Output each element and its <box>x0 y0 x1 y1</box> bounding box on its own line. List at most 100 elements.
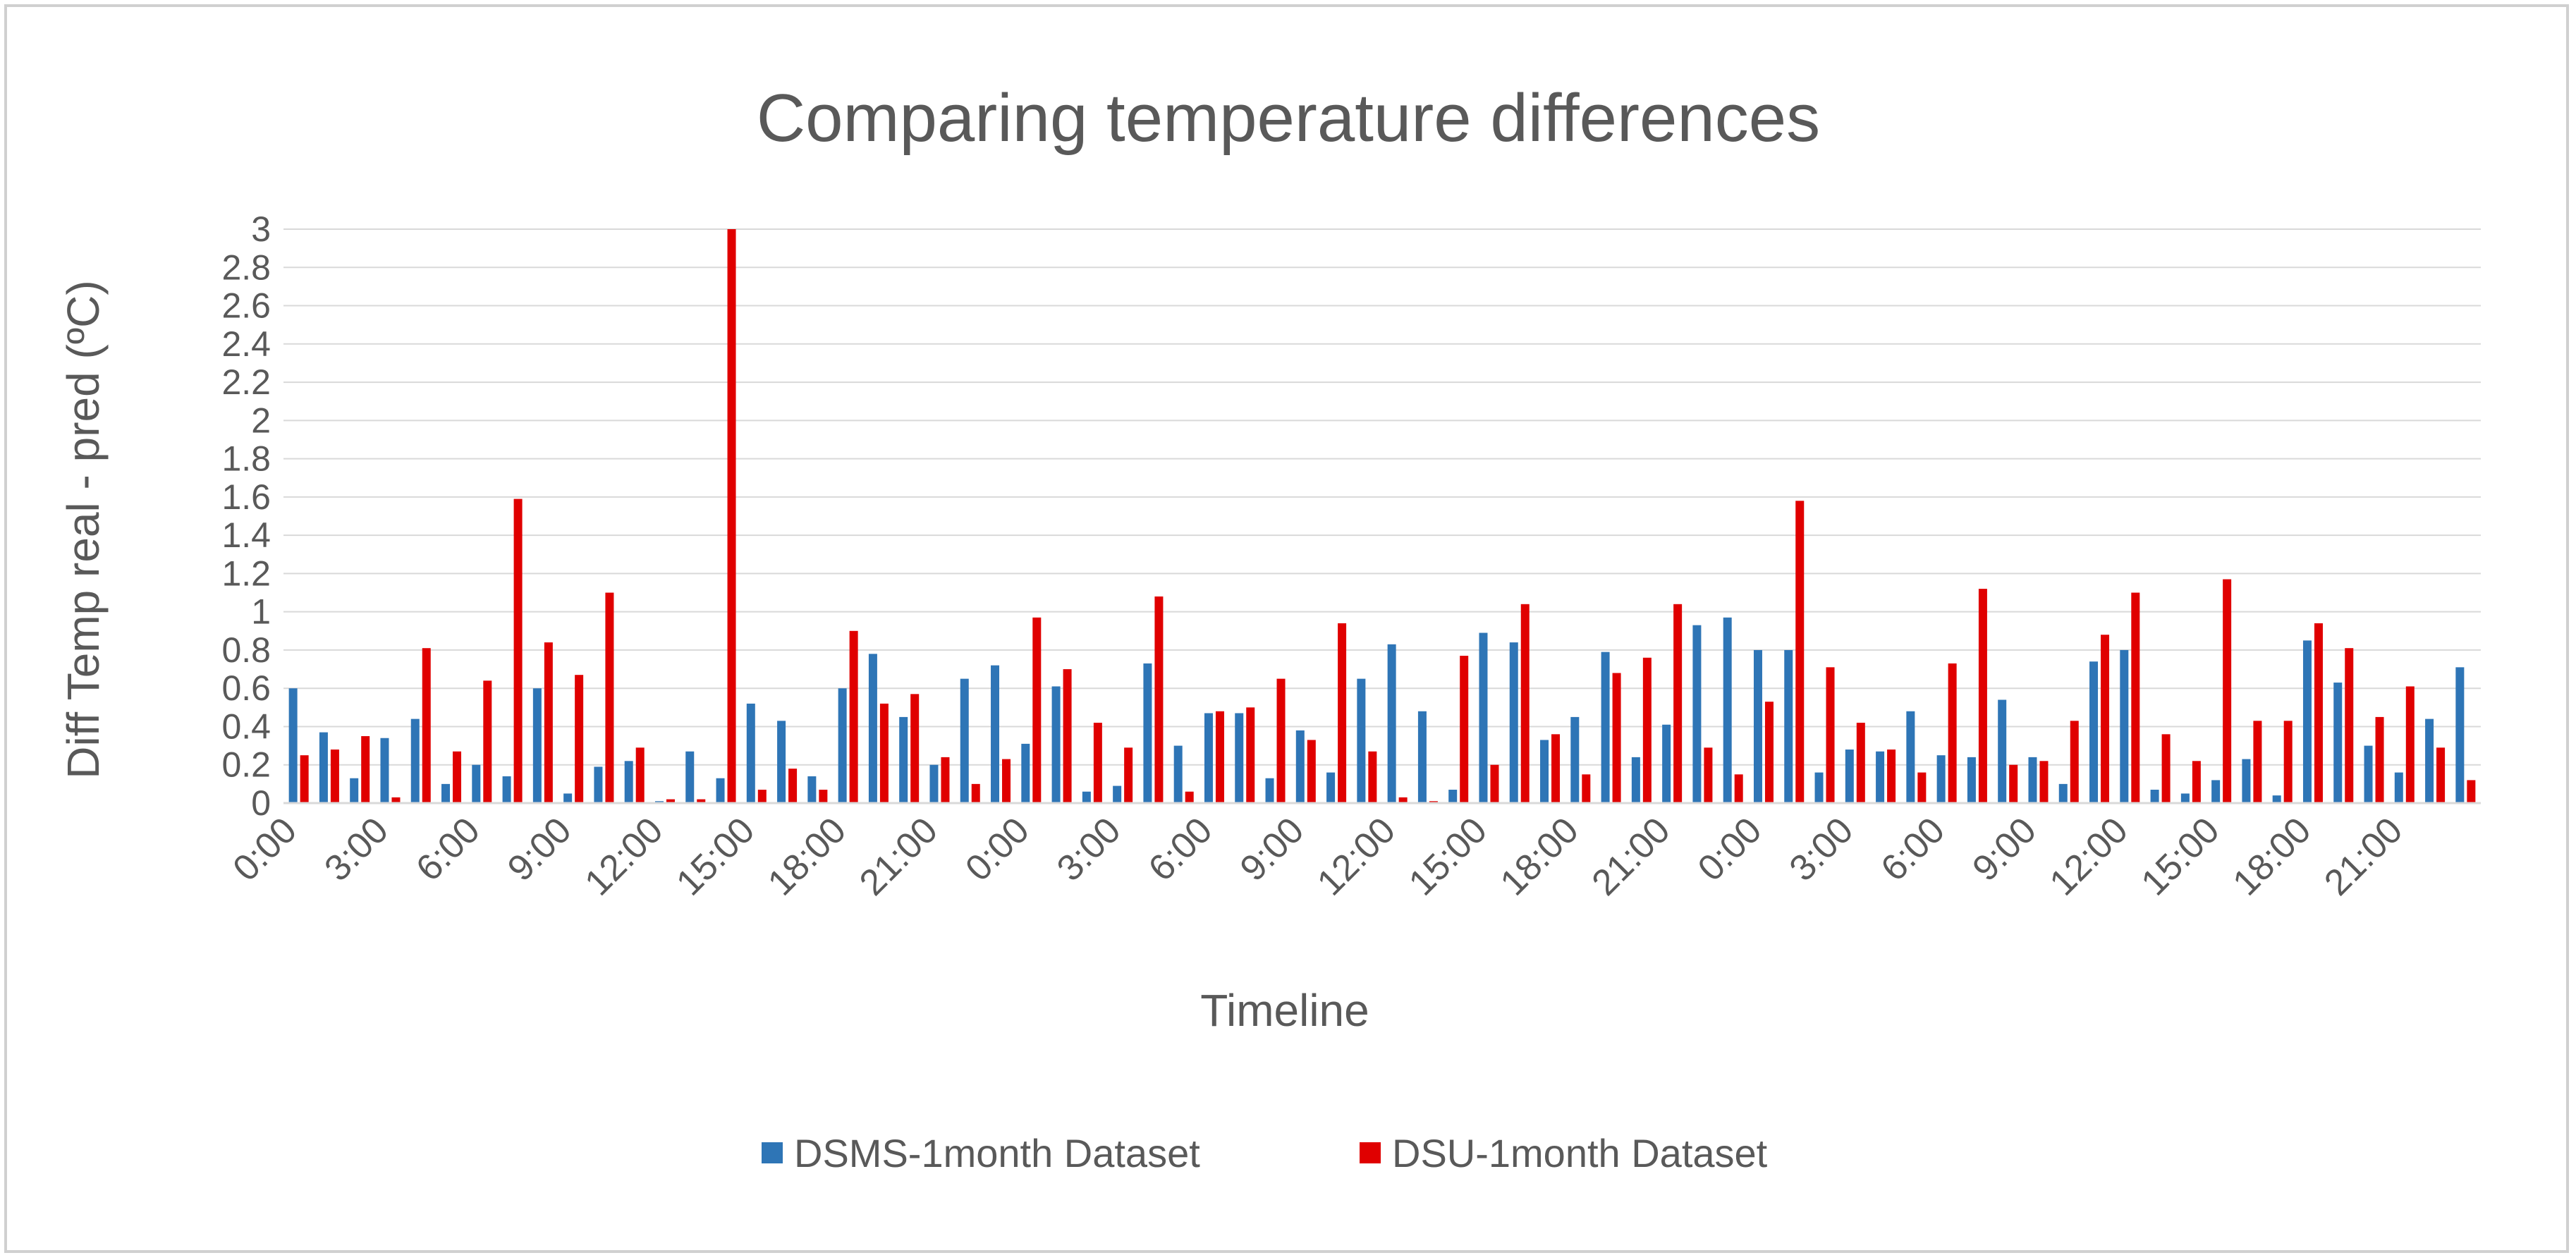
bar-dsu-68 <box>2375 716 2384 803</box>
bar-dsms-38 <box>1448 790 1458 803</box>
x-tick-label: 9:00 <box>1233 809 1312 889</box>
bar-dsms-24 <box>1021 743 1030 803</box>
bar-dsu-21 <box>941 757 950 803</box>
bar-dsms-9 <box>563 793 573 803</box>
bar-dsu-28 <box>1154 596 1164 803</box>
bar-dsms-59 <box>2089 661 2099 803</box>
bar-dsms-62 <box>2180 793 2190 803</box>
x-tick-label: 15:00 <box>669 809 762 903</box>
bar-dsu-47 <box>1734 774 1743 803</box>
bar-dsms-64 <box>2242 759 2251 803</box>
bar-dsu-64 <box>2253 721 2262 803</box>
bar-dsms-48 <box>1753 649 1762 803</box>
bar-dsms-46 <box>1692 625 1702 803</box>
y-tick-label: 2.8 <box>221 247 271 287</box>
bar-dsms-6 <box>472 764 481 803</box>
bar-dsu-13 <box>697 799 706 803</box>
bar-dsu-33 <box>1307 740 1316 803</box>
bar-dsms-55 <box>1967 757 1976 803</box>
chart-frame <box>4 4 2569 1253</box>
y-tick-label: 3 <box>251 209 271 249</box>
bar-dsu-10 <box>605 592 614 803</box>
bar-dsu-17 <box>819 790 828 803</box>
y-axis-title: Diff Temp real - pred (ºC) <box>58 280 109 778</box>
x-tick-label: 12:00 <box>1310 809 1403 903</box>
bar-dsms-63 <box>2211 780 2221 803</box>
x-tick-label: 12:00 <box>2042 809 2136 903</box>
y-tick-label: 1.6 <box>221 477 271 517</box>
y-tick-label: 2.2 <box>221 362 271 402</box>
bar-dsms-30 <box>1204 713 1213 803</box>
bar-dsu-3 <box>391 797 401 803</box>
gridlines <box>283 228 2481 766</box>
bar-dsms-66 <box>2302 640 2312 803</box>
bar-dsms-39 <box>1479 632 1488 803</box>
bar-dsu-41 <box>1551 734 1561 803</box>
bar-dsms-58 <box>2058 783 2068 803</box>
bar-dsms-22 <box>960 678 969 803</box>
bar-dsms-23 <box>991 665 1000 803</box>
bar-dsu-44 <box>1642 657 1652 803</box>
bar-dsms-69 <box>2394 772 2403 803</box>
bar-dsms-26 <box>1082 791 1091 803</box>
bar-dsu-20 <box>910 694 920 803</box>
chart-title: Comparing temperature differences <box>757 80 1820 156</box>
bar-dsms-52 <box>1876 751 1885 803</box>
bar-dsu-12 <box>666 799 675 803</box>
x-tick-label: 21:00 <box>1585 809 1678 903</box>
bar-dsu-48 <box>1764 702 1774 803</box>
bar-dsu-25 <box>1063 669 1072 803</box>
bar-dsu-27 <box>1124 747 1133 803</box>
x-tick-label: 3:00 <box>1782 809 1862 889</box>
bar-dsms-21 <box>929 764 939 803</box>
x-tick-label: 18:00 <box>760 809 854 903</box>
bar-dsms-53 <box>1906 711 1915 803</box>
bar-dsms-11 <box>624 761 633 803</box>
bar-dsms-60 <box>2120 649 2129 803</box>
bar-dsms-20 <box>899 716 908 803</box>
y-tick-label: 0.8 <box>221 630 271 670</box>
bar-dsms-31 <box>1235 713 1244 803</box>
bar-dsu-55 <box>1978 589 1987 803</box>
bar-dsms-16 <box>777 721 786 803</box>
legend-swatch-dsms <box>762 1142 783 1163</box>
bar-dsu-49 <box>1795 501 1805 803</box>
bar-dsu-31 <box>1246 707 1255 803</box>
bar-dsms-61 <box>2150 790 2159 803</box>
bar-dsms-47 <box>1723 617 1732 803</box>
bar-dsms-14 <box>716 778 725 803</box>
bar-dsu-50 <box>1826 667 1835 803</box>
bar-dsms-8 <box>532 688 542 803</box>
y-tick-label: 2 <box>251 400 271 440</box>
bar-dsu-46 <box>1704 747 1713 803</box>
x-tick-label: 3:00 <box>1049 809 1129 889</box>
bar-dsms-42 <box>1570 716 1580 803</box>
bar-dsu-63 <box>2223 579 2232 803</box>
bar-dsms-2 <box>350 778 359 803</box>
x-tick-label: 15:00 <box>2134 809 2228 903</box>
bar-dsms-10 <box>594 766 603 803</box>
x-tick-label: 6:00 <box>1874 809 1953 889</box>
x-axis-title: Timeline <box>1200 985 1369 1036</box>
bar-dsu-43 <box>1612 673 1621 803</box>
bar-dsms-28 <box>1143 663 1152 803</box>
bar-dsu-39 <box>1490 764 1499 803</box>
bar-dsms-15 <box>746 703 755 803</box>
bar-dsu-69 <box>2405 686 2415 803</box>
legend-label-dsms: DSMS-1month Dataset <box>794 1131 1200 1175</box>
bar-dsms-50 <box>1814 772 1824 803</box>
bar-dsms-35 <box>1357 678 1366 803</box>
bar-dsu-71 <box>2467 780 2476 803</box>
bar-dsu-65 <box>2283 721 2293 803</box>
bar-dsu-56 <box>2009 764 2018 803</box>
bar-dsu-11 <box>635 747 645 803</box>
bar-dsms-3 <box>380 738 389 803</box>
bar-dsms-33 <box>1295 730 1305 803</box>
bar-dsms-37 <box>1417 711 1427 803</box>
bar-dsu-6 <box>483 680 492 803</box>
legend-label-dsu: DSU-1month Dataset <box>1392 1131 1768 1175</box>
bar-dsu-32 <box>1276 678 1286 803</box>
bar-dsu-70 <box>2436 747 2446 803</box>
x-tick-label: 0:00 <box>226 809 305 889</box>
